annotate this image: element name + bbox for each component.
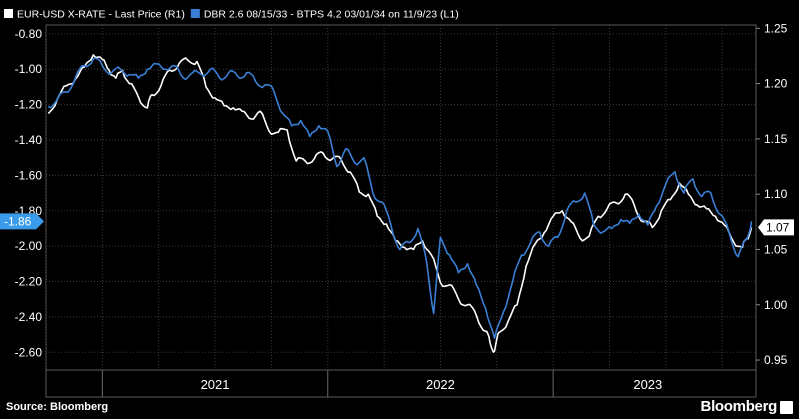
- series-line-eur-usd: [47, 54, 753, 353]
- legend-swatch: [190, 9, 200, 18]
- left-tick-label: -1.00: [15, 62, 43, 76]
- right-tick-label: 1.20: [764, 77, 788, 91]
- grid: [45, 24, 757, 398]
- bloomberg-mark-icon: [780, 401, 793, 414]
- series-lines: [47, 54, 753, 353]
- left-tick-label: -1.20: [15, 98, 43, 112]
- left-tick-label: -1.60: [15, 168, 43, 182]
- left-tick-label: -2.20: [15, 275, 43, 289]
- left-axis: -0.80-1.00-1.20-1.40-1.60-1.80-2.00-2.20…: [15, 27, 43, 359]
- right-tick-label: 1.10: [764, 187, 788, 201]
- x-tick-label: 2022: [426, 377, 455, 392]
- x-tick-label: 2021: [201, 377, 230, 392]
- legend: EUR-USD X-RATE - Last Price (R1) DBR 2.6 …: [4, 9, 459, 21]
- right-last-value-marker: [758, 219, 794, 236]
- right-last-value: 1.07: [766, 220, 790, 234]
- series-line-dbr-btps: [47, 57, 753, 339]
- right-tick-label: 1.00: [764, 298, 788, 312]
- bloomberg-logo: Bloomberg: [700, 398, 778, 415]
- legend-swatch: [4, 9, 13, 18]
- right-tick-label: 1.25: [764, 21, 788, 35]
- x-axis: 2021 2022 2023: [101, 370, 662, 397]
- left-tick-label: -1.40: [15, 133, 43, 147]
- left-tick-label: -0.80: [15, 27, 43, 41]
- left-last-value: -1.86: [4, 214, 32, 228]
- left-tick-label: -2.60: [15, 345, 43, 359]
- left-tick-label: -2.40: [15, 310, 43, 324]
- left-tick-label: -2.00: [15, 239, 43, 253]
- source-note: Source: Bloomberg: [6, 401, 109, 413]
- x-tick-label: 2023: [633, 377, 662, 392]
- legend-label: EUR-USD X-RATE - Last Price (R1): [17, 9, 185, 21]
- right-axis: 1.25 1.20 1.15 1.10 1.05 1.00 0.95: [756, 21, 788, 367]
- legend-label: DBR 2.6 08/15/33 - BTPS 4.2 03/01/34 on …: [204, 9, 459, 21]
- left-last-value-marker: [0, 213, 44, 230]
- right-tick-label: 0.95: [764, 353, 788, 367]
- right-tick-label: 1.05: [764, 242, 788, 256]
- last-value-markers: -1.86 1.07: [0, 213, 794, 236]
- right-tick-label: 1.15: [764, 132, 788, 146]
